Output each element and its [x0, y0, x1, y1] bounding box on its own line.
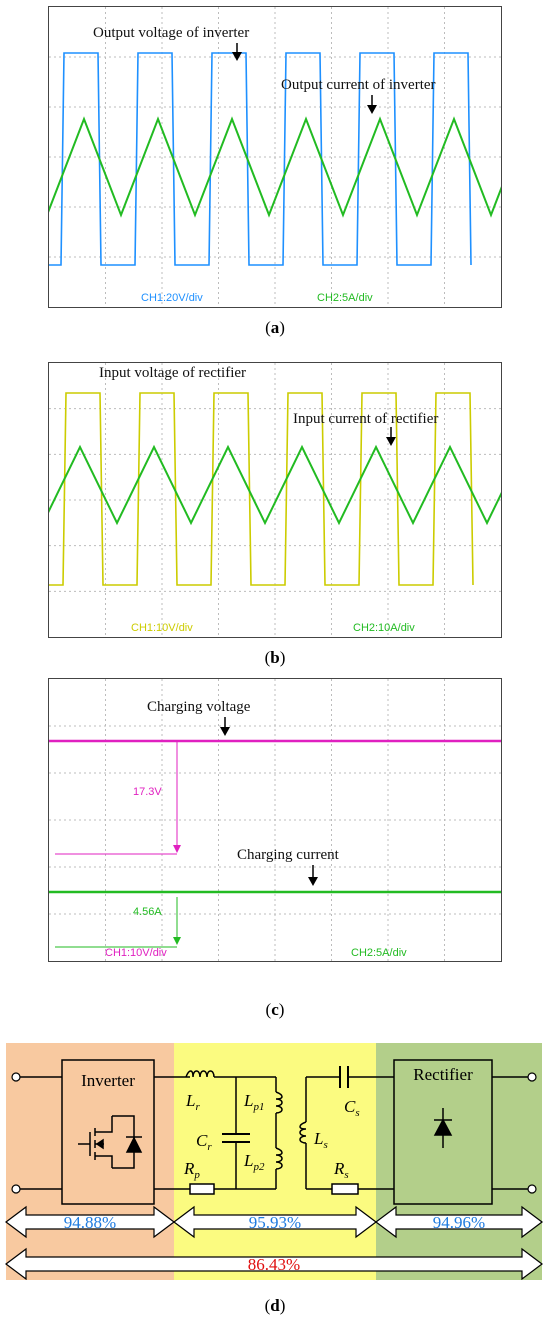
rectifier-stage-bg — [376, 1043, 542, 1280]
rectifier-label: Rectifier — [413, 1065, 473, 1084]
total-efficiency-arrow — [5, 1247, 543, 1280]
current-value-c: 4.56A — [133, 906, 162, 918]
scope-panel-a: Output voltage of inverter Output curren… — [48, 6, 502, 308]
rectifier-diode-icon — [433, 1108, 453, 1148]
Lp1-label: Lp1 — [243, 1091, 264, 1113]
voltage-label-c: Charging voltage — [147, 699, 251, 715]
current-label-c: Charging current — [237, 847, 340, 863]
scope-b-grid — [49, 363, 501, 637]
caption-b: (b) — [264, 648, 286, 667]
ch2-label-c: CH2:5A/div — [351, 947, 407, 959]
Lr-label: Lr — [185, 1091, 200, 1113]
inverter-label: Inverter — [81, 1071, 135, 1090]
Rs-resistor-icon — [331, 1183, 359, 1195]
current-arrowhead-a — [367, 105, 377, 114]
rectifier-box — [393, 1059, 493, 1205]
voltage-marker-head — [173, 845, 181, 853]
output-terminal-top — [527, 1072, 537, 1082]
Lp2-inductor-icon — [275, 1147, 283, 1170]
scope-panel-c: Charging voltage Charging current 17.3V … — [48, 678, 502, 962]
Cr-label: Cr — [196, 1131, 212, 1153]
current-waveform-a — [49, 116, 501, 218]
Rp-resistor-icon — [189, 1183, 215, 1195]
current-waveform-b — [49, 444, 501, 526]
coupler-stage-bg — [174, 1043, 376, 1280]
scope-panel-b: Input voltage of rectifier Input current… — [48, 362, 502, 638]
voltage-label-a: Output voltage of inverter — [93, 25, 249, 41]
caption-a: (a) — [265, 318, 285, 337]
Lp2-label: Lp2 — [243, 1151, 265, 1173]
current-label-b: Input current of rectifier — [293, 411, 438, 427]
voltage-arrowhead-a — [232, 52, 242, 61]
ch1-label-c: CH1:10V/div — [105, 947, 167, 959]
ch2-label-b: CH2:10A/div — [353, 622, 415, 634]
rectifier-efficiency: 94.96% — [433, 1213, 485, 1232]
inverter-box — [61, 1059, 155, 1205]
voltage-value-c: 17.3V — [133, 786, 162, 798]
input-terminal-top — [11, 1072, 21, 1082]
scope-a-svg: Output voltage of inverter Output curren… — [49, 7, 501, 307]
Rs-label: Rs — [333, 1159, 349, 1181]
total-efficiency: 86.43% — [248, 1255, 300, 1274]
Lr-inductor-icon — [185, 1070, 215, 1078]
Ls-inductor-icon — [299, 1121, 307, 1144]
input-terminal-bottom — [11, 1184, 21, 1194]
efficiency-arrows — [5, 1205, 543, 1280]
current-marker-head — [173, 937, 181, 945]
Lp1-inductor-icon — [275, 1091, 283, 1114]
ch1-label-b: CH1:10V/div — [131, 622, 193, 634]
voltage-waveform-b — [49, 392, 474, 586]
Ls-label: Ls — [313, 1129, 328, 1151]
coupler-efficiency: 95.93% — [249, 1213, 301, 1232]
caption-c: (c) — [265, 1000, 285, 1019]
diode-icon — [125, 1136, 143, 1153]
scope-c-svg: Charging voltage Charging current 17.3V … — [49, 679, 501, 961]
rectifier-efficiency-arrow — [375, 1205, 543, 1239]
ch1-label-a: CH1:20V/div — [141, 292, 203, 304]
caption-d: (d) — [264, 1296, 286, 1315]
Rp-label: Rp — [183, 1159, 200, 1181]
Cs-label: Cs — [344, 1097, 360, 1119]
current-label-a: Output current of inverter — [281, 77, 436, 93]
inverter-efficiency: 94.88% — [64, 1213, 116, 1232]
voltage-arrowhead-c — [220, 727, 230, 736]
scope-c-grid — [49, 679, 501, 961]
ch2-label-a: CH2:5A/div — [317, 292, 373, 304]
voltage-waveform-a — [49, 52, 472, 266]
scope-b-svg: Input voltage of rectifier Input current… — [49, 363, 501, 637]
inverter-stage-bg — [6, 1043, 174, 1280]
voltage-label-b: Input voltage of rectifier — [99, 365, 246, 381]
current-arrowhead-c — [308, 877, 318, 886]
circuit-diagram: Inverter Lr Cr Rp Lp1 Lp2 Cs Ls Rs Recti… — [5, 1043, 543, 1280]
current-arrowhead-b — [386, 437, 396, 446]
output-terminal-bottom — [527, 1184, 537, 1194]
